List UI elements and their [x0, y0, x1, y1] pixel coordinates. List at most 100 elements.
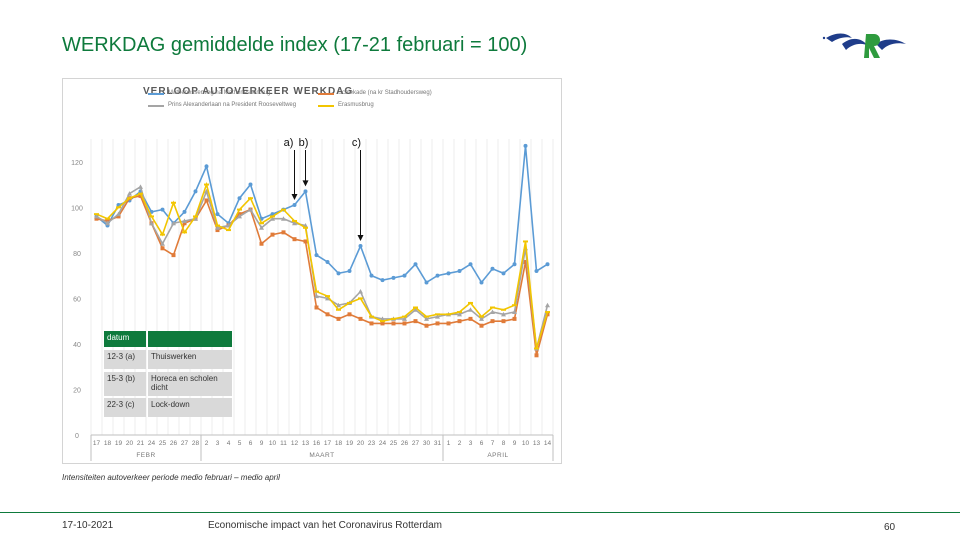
- data-point: [413, 319, 418, 324]
- x-tick-label: 8: [502, 440, 506, 447]
- data-point: [303, 189, 308, 194]
- x-tick-label: 11: [280, 440, 287, 447]
- x-tick-label: 26: [170, 440, 178, 447]
- data-point: [468, 307, 473, 312]
- y-tick-label: 60: [73, 296, 81, 303]
- data-point: [127, 191, 132, 196]
- y-tick-label: 20: [73, 387, 81, 394]
- x-tick-label: 21: [137, 440, 145, 447]
- data-point: [105, 220, 110, 226]
- x-tick-label: 10: [522, 440, 530, 447]
- data-point: [446, 271, 451, 276]
- data-point: [479, 316, 484, 321]
- data-point: [534, 269, 539, 274]
- data-point: [424, 316, 429, 321]
- x-tick-label: 6: [480, 440, 484, 447]
- data-point: [171, 220, 176, 226]
- data-point: [468, 316, 473, 321]
- data-point: [369, 273, 374, 278]
- x-tick-label: 9: [260, 440, 264, 447]
- data-point: [292, 203, 297, 208]
- data-point: [270, 232, 275, 237]
- table-cell: 12-3 (a): [104, 350, 146, 369]
- data-point: [402, 273, 407, 278]
- table-cell: Horeca en scholen dicht: [148, 372, 232, 396]
- data-point: [512, 262, 517, 267]
- table-header-cell: datum: [104, 331, 146, 347]
- data-point: [336, 316, 341, 321]
- annotation-label: c): [352, 137, 361, 149]
- data-point: [116, 211, 121, 217]
- x-tick-label: 27: [412, 440, 420, 447]
- x-tick-label: 27: [181, 440, 189, 447]
- x-tick-label: 20: [126, 440, 134, 447]
- data-point: [215, 228, 220, 233]
- table-cell: 15-3 (b): [104, 372, 146, 396]
- data-point: [380, 316, 385, 321]
- data-point: [171, 253, 176, 258]
- data-point: [523, 143, 528, 148]
- data-point: [545, 302, 550, 308]
- annotation-label: b): [299, 137, 309, 149]
- data-point: [369, 321, 374, 326]
- x-tick-label: 26: [401, 440, 409, 447]
- data-point: [204, 198, 209, 203]
- legend-swatch: [318, 105, 334, 107]
- data-point: [424, 280, 429, 285]
- x-tick-label: 7: [491, 440, 495, 447]
- x-tick-label: 16: [313, 440, 321, 447]
- data-point: [270, 216, 275, 221]
- data-point: [534, 353, 539, 358]
- data-point: [281, 216, 286, 221]
- x-tick-label: 24: [379, 440, 387, 447]
- slide-title: WERKDAG gemiddelde index (17-21 februari…: [62, 34, 528, 56]
- data-point: [402, 316, 407, 321]
- data-point: [358, 289, 363, 294]
- page-number: 60: [884, 522, 896, 533]
- x-tick-label: 12: [291, 440, 299, 447]
- data-point: [215, 225, 220, 230]
- x-tick-label: 31: [434, 440, 442, 447]
- x-tick-label: 6: [249, 440, 253, 447]
- month-label: MAART: [309, 452, 334, 459]
- data-point: [545, 262, 550, 267]
- data-point: [160, 246, 165, 251]
- table-cell: Lock-down: [148, 398, 232, 417]
- data-point: [314, 293, 319, 299]
- y-tick-label: 0: [75, 433, 79, 440]
- data-point: [138, 193, 143, 198]
- data-point: [347, 312, 352, 317]
- legend-label: Schiekade (na kr Stadhoudersweg): [338, 90, 432, 96]
- data-point: [182, 218, 187, 223]
- x-tick-label: 23: [368, 440, 376, 447]
- data-point: [193, 189, 198, 194]
- annotation-arrowhead: [291, 194, 298, 201]
- data-point: [336, 302, 341, 308]
- legend-swatch: [318, 93, 334, 95]
- chart-caption: Intensiteiten autoverkeer periode medio …: [62, 473, 280, 482]
- data-point: [435, 273, 440, 278]
- data-point: [325, 259, 330, 264]
- data-point: [402, 321, 407, 326]
- legend-label: Prins Alexanderlaan na President Rooseve…: [168, 102, 297, 108]
- data-point: [358, 316, 363, 321]
- annotation-arrowhead: [357, 235, 364, 242]
- month-label: APRIL: [487, 452, 508, 459]
- data-point: [259, 241, 264, 246]
- legend-label: Mathenesserweg na Mathenesserbrug: [168, 90, 271, 96]
- data-point: [479, 280, 484, 285]
- table-cell: Thuiswerken: [148, 350, 232, 369]
- data-point: [336, 271, 341, 276]
- data-point: [413, 307, 418, 312]
- data-point: [512, 309, 517, 315]
- data-point: [391, 321, 396, 326]
- series-line: [95, 145, 548, 284]
- annotation-label: a): [284, 137, 294, 149]
- data-point: [94, 216, 99, 221]
- data-point: [94, 213, 99, 219]
- data-point: [457, 269, 462, 274]
- x-tick-label: 18: [104, 440, 112, 447]
- x-tick-label: 19: [346, 440, 354, 447]
- rotterdam-logo: [822, 33, 906, 58]
- data-point: [182, 221, 187, 226]
